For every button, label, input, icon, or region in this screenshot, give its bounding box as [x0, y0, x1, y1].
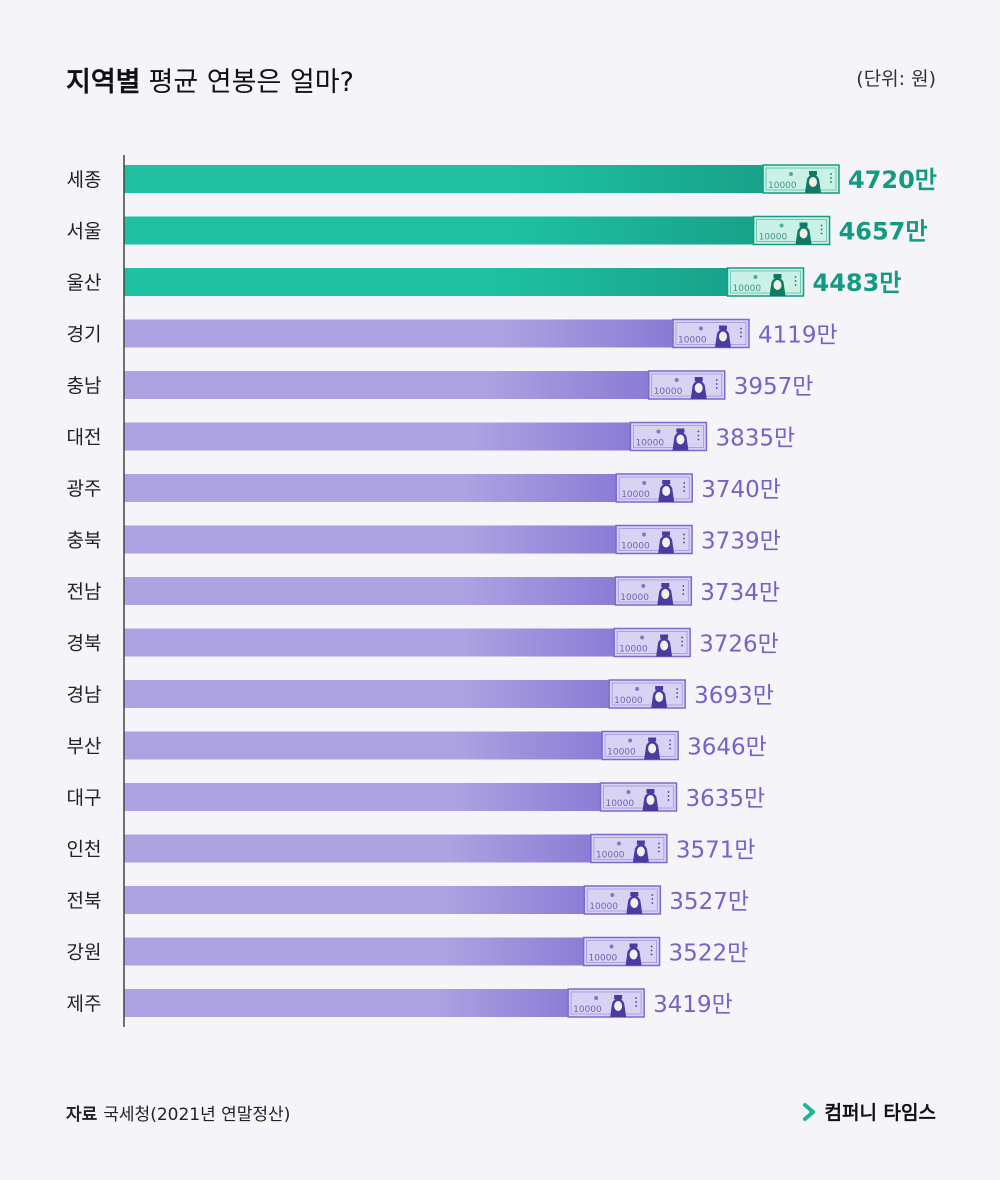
- unit-label: (단위: 원): [856, 68, 936, 90]
- banknote-label: 10000: [596, 851, 625, 861]
- banknote-label: 10000: [607, 748, 636, 758]
- brand-logo: 컴퍼니 타임스: [802, 1098, 937, 1125]
- banknote-label: 10000: [678, 336, 707, 346]
- banknote-icon: 10000: [608, 679, 686, 709]
- value-label: 3527만: [669, 889, 749, 915]
- bar: [124, 319, 741, 348]
- bar: [124, 371, 717, 399]
- value-label: 3646만: [687, 735, 767, 761]
- value-label: 3740만: [701, 477, 781, 503]
- banknote-icon: 10000: [590, 833, 668, 864]
- banknote-icon: 10000: [583, 885, 662, 915]
- chart-title: 지역별 평균 연봉은 얼마?: [66, 60, 354, 99]
- bar: [124, 474, 685, 502]
- category-label: 경기: [67, 324, 102, 346]
- category-label: 전북: [67, 890, 102, 912]
- category-label: 강원: [67, 942, 102, 964]
- bar: [124, 680, 678, 708]
- bar: [124, 216, 822, 245]
- value-label: 3835만: [715, 426, 795, 452]
- banknote-icon: 10000: [647, 370, 726, 400]
- bar: [124, 525, 685, 554]
- category-label: 대전: [67, 427, 102, 449]
- value-label: 3522만: [669, 941, 749, 967]
- banknote-label: 10000: [605, 799, 634, 809]
- banknote-label: 10000: [768, 181, 797, 191]
- category-label: 울산: [67, 272, 102, 294]
- banknote-label: 10000: [759, 233, 788, 243]
- value-label: 3957만: [734, 374, 814, 400]
- bar: [124, 165, 831, 193]
- value-label: 3419만: [653, 992, 733, 1018]
- banknote-label: 10000: [589, 954, 618, 964]
- banknote-label: 10000: [621, 542, 650, 552]
- banknote-label: 10000: [619, 645, 648, 655]
- category-label: 대구: [67, 787, 102, 809]
- banknote-icon: 10000: [582, 936, 661, 967]
- banknote-label: 10000: [589, 902, 618, 912]
- value-label: 4119만: [758, 323, 838, 349]
- banknote-icon: 10000: [599, 782, 678, 812]
- banknote-label: 10000: [573, 1005, 602, 1015]
- category-label: 전남: [67, 581, 102, 603]
- value-label: 3739만: [701, 529, 781, 555]
- value-label: 3726만: [699, 632, 779, 658]
- value-label: 4657만: [839, 218, 928, 246]
- value-label: 3734만: [700, 580, 780, 606]
- category-label: 세종: [67, 169, 102, 191]
- category-label: 인천: [67, 839, 102, 861]
- banknote-label: 10000: [654, 387, 683, 397]
- chevron-right-icon: [802, 1102, 815, 1121]
- bar: [124, 834, 659, 863]
- bar: [124, 783, 669, 811]
- banknote-icon: 10000: [629, 421, 708, 452]
- banknote-label: 10000: [614, 696, 643, 706]
- bar: [124, 577, 684, 605]
- banknote-label: 10000: [621, 490, 650, 500]
- banknote-icon: 10000: [567, 988, 645, 1018]
- banknote-icon: 10000: [726, 267, 805, 297]
- banknote-icon: 10000: [614, 576, 693, 606]
- title-rest: 평균 연봉은 얼마?: [148, 67, 354, 98]
- banknote-icon: 10000: [613, 627, 691, 658]
- source-note: 자료 국세청(2021년 연말정산): [66, 1100, 290, 1125]
- brand-name: 컴퍼니 타임스: [824, 1102, 937, 1124]
- bar: [124, 989, 637, 1017]
- category-label: 제주: [67, 993, 102, 1015]
- bar: [124, 937, 652, 966]
- banknote-icon: 10000: [752, 215, 831, 246]
- title-bold: 지역별: [66, 67, 141, 98]
- source-text: 국세청(2021년 연말정산): [103, 1105, 291, 1125]
- bar: [124, 886, 653, 914]
- banknote-label: 10000: [733, 284, 762, 294]
- category-label: 서울: [67, 221, 102, 243]
- bar: [124, 268, 796, 296]
- value-label: 4720만: [848, 166, 937, 194]
- bar: [124, 731, 671, 760]
- category-label: 충북: [67, 530, 102, 552]
- banknote-icon: 10000: [672, 318, 750, 349]
- banknote-icon: 10000: [762, 164, 840, 194]
- value-label: 3571만: [676, 838, 756, 864]
- category-label: 부산: [67, 736, 102, 758]
- value-label: 3635만: [685, 786, 765, 812]
- banknote-icon: 10000: [601, 730, 679, 761]
- value-label: 3693만: [694, 683, 774, 709]
- source-label: 자료: [66, 1105, 98, 1125]
- value-label: 4483만: [813, 269, 902, 297]
- category-label: 경북: [67, 633, 102, 655]
- category-label: 광주: [67, 478, 102, 500]
- bar: [124, 422, 699, 451]
- banknote-label: 10000: [635, 439, 664, 449]
- category-label: 충남: [67, 375, 102, 397]
- banknote-icon: 10000: [615, 524, 693, 555]
- banknote-icon: 10000: [615, 473, 693, 503]
- category-label: 경남: [67, 684, 102, 706]
- bar: [124, 628, 683, 657]
- banknote-label: 10000: [620, 593, 649, 603]
